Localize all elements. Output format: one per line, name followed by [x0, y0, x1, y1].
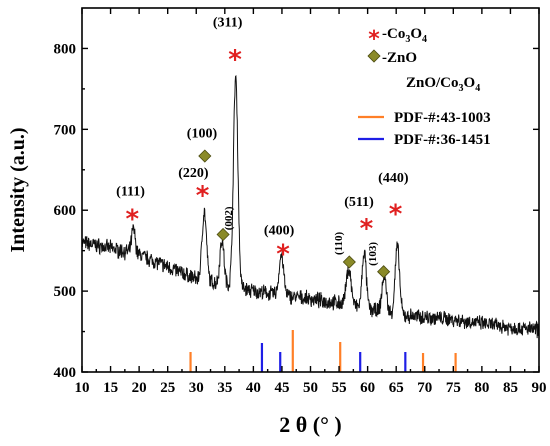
peak-label: (110)	[333, 231, 345, 255]
x-tick-label: 25	[160, 380, 175, 396]
zno-diamond-marker	[342, 255, 356, 269]
xrd-trace	[81, 75, 540, 339]
zno-diamond-marker	[377, 265, 391, 279]
x-tick-label: 55	[332, 380, 347, 396]
x-tick-label: 10	[75, 380, 90, 396]
y-axis: 400 500 600 700 800	[54, 41, 539, 381]
legend-pdf-43-1003-label: PDF-#:43-1003	[394, 110, 491, 126]
peak-label: (103)	[367, 242, 379, 266]
co3o4-star-marker: *	[125, 205, 139, 235]
legend-pdf-36-1451-label: PDF-#:36-1451	[394, 132, 491, 148]
x-tick-label: 80	[474, 380, 489, 396]
x-tick-label: 85	[503, 380, 518, 396]
x-tick-label: 30	[189, 380, 204, 396]
co3o4-star-marker: *	[228, 45, 242, 75]
co3o4-star-marker: *	[360, 214, 374, 244]
y-tick-label: 800	[54, 41, 77, 57]
reference-lines	[189, 330, 457, 372]
x-tick-label: 90	[532, 380, 547, 396]
peak-markers: *(111) *(220)*(311)*(400) *(511) *(440)(100…	[116, 16, 409, 279]
peak-label: (002)	[223, 206, 235, 230]
axes	[81, 7, 540, 373]
peak-label: (440)	[378, 171, 409, 186]
peak-label: (100)	[187, 126, 218, 141]
co3o4-star-marker: *	[276, 239, 290, 269]
peak-label: (111)	[116, 185, 145, 200]
plot-frame	[81, 7, 540, 373]
x-tick-label: 70	[417, 380, 432, 396]
x-tick-label: 45	[274, 380, 289, 396]
y-tick-label: 700	[54, 122, 77, 138]
x-tick-label: 20	[132, 380, 147, 396]
y-tick-label: 500	[54, 284, 77, 300]
x-axis: 10 15 20 25 30 35 40 45 50 55 60 65 70 75 80 85 90	[75, 8, 547, 396]
y-axis-title: Intensity (a.u.)	[7, 127, 29, 252]
x-tick-label: 35	[217, 380, 232, 396]
legend: * -Co3O4 -ZnO ZnO/Co3O4 PDF-#:43-1003 PDF-#:3…	[358, 26, 491, 148]
x-tick-label: 65	[389, 380, 404, 396]
peak-label: (311)	[213, 16, 243, 31]
co3o4-star-marker: *	[196, 181, 210, 211]
legend-diamond-icon	[367, 49, 381, 63]
legend-zno-label: -ZnO	[382, 50, 417, 66]
peak-label: (400)	[264, 223, 295, 238]
legend-co3o4-label: -Co3O4	[382, 26, 427, 45]
x-tick-label: 50	[303, 380, 318, 396]
co3o4-star-marker: *	[389, 200, 403, 230]
zno-diamond-marker	[198, 149, 212, 163]
y-tick-label: 600	[54, 203, 77, 219]
y-tick-label: 400	[54, 365, 77, 381]
legend-sample-label: ZnO/Co3O4	[406, 75, 480, 94]
x-tick-label: 15	[103, 380, 118, 396]
peak-label: (511)	[344, 195, 374, 210]
peak-label: (220)	[178, 166, 209, 181]
x-tick-label: 40	[246, 380, 261, 396]
x-tick-label: 75	[446, 380, 461, 396]
legend-star-icon: *	[368, 27, 380, 52]
x-axis-title: 2 θ (° )	[279, 412, 341, 437]
x-tick-label: 60	[360, 380, 375, 396]
zno-diamond-marker	[216, 227, 230, 242]
